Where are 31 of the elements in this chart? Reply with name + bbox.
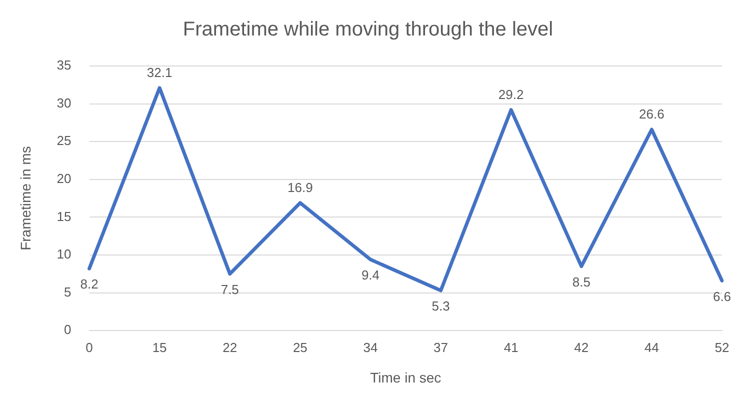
data-label: 32.1 — [146, 65, 172, 80]
y-tick-label: 35 — [56, 58, 72, 73]
y-tick-label: 25 — [56, 133, 72, 148]
data-label: 29.2 — [498, 86, 524, 102]
data-label: 6.6 — [712, 288, 732, 304]
x-tick-label: 0 — [86, 340, 93, 355]
x-tick-label: 34 — [363, 340, 378, 355]
data-label: 8.2 — [80, 276, 98, 292]
data-label: 5.3 — [432, 298, 450, 314]
x-tick-label: 37 — [434, 340, 448, 355]
x-tick-label: 25 — [292, 340, 308, 355]
x-axis-title: Time in sec — [370, 369, 442, 386]
x-tick-label: 22 — [222, 340, 238, 355]
chart-title: Frametime while moving through the level — [182, 18, 554, 41]
y-tick-label: 0 — [64, 322, 72, 338]
data-label: 7.5 — [220, 282, 239, 297]
x-tick-label: 44 — [644, 340, 659, 355]
y-tick-label: 20 — [56, 170, 72, 186]
y-tick-label: 15 — [56, 208, 72, 224]
x-tick-label: 42 — [574, 340, 589, 355]
data-label: 26.6 — [639, 106, 664, 122]
x-tick-label: 41 — [504, 340, 518, 355]
y-tick-label: 5 — [64, 284, 72, 300]
y-tick-label: 10 — [56, 246, 72, 262]
data-label: 16.9 — [288, 180, 313, 195]
data-label: 8.5 — [572, 274, 590, 290]
data-label: 9.4 — [361, 268, 380, 283]
y-tick-label: 30 — [56, 95, 72, 110]
x-tick-label: 15 — [152, 340, 167, 355]
x-tick-label: 52 — [714, 340, 730, 355]
y-axis-title: Frametime in ms — [17, 146, 34, 250]
